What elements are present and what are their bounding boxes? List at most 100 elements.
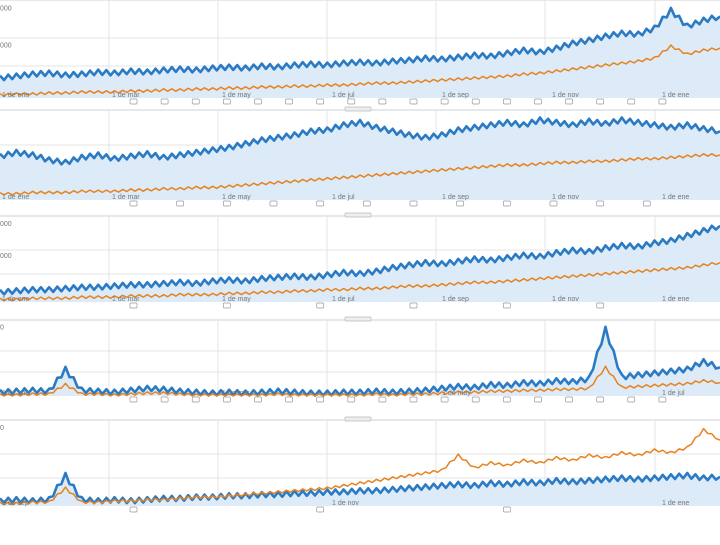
speech-bubble-icon[interactable]: [222, 396, 231, 403]
speech-bubble-icon[interactable]: [222, 302, 231, 309]
speech-bubble-icon[interactable]: [409, 396, 418, 403]
chart-panel-5: 1 de sep 1 de nov 1 de ene 0: [0, 416, 720, 513]
speech-bubble-icon[interactable]: [502, 302, 511, 309]
speech-bubble-icon[interactable]: [222, 98, 231, 105]
speech-bubble-icon[interactable]: [409, 200, 418, 207]
speech-bubble-icon[interactable]: [409, 98, 418, 105]
x-tick-label: 1 de ene: [2, 194, 29, 201]
speech-bubble-icon[interactable]: [316, 302, 325, 309]
scroll-handle-icon[interactable]: [344, 316, 372, 322]
scroll-handle-icon[interactable]: [344, 106, 372, 112]
scroll-handle-icon[interactable]: [344, 212, 372, 218]
speech-bubble-icon[interactable]: [316, 200, 325, 207]
speech-bubble-icon[interactable]: [129, 98, 138, 105]
speech-bubble-icon[interactable]: [549, 200, 558, 207]
x-tick-label: 1 de nov: [552, 92, 579, 99]
y-tick-label: 000: [0, 221, 12, 228]
series-line-2: [0, 153, 720, 196]
speech-bubble-icon[interactable]: [191, 396, 200, 403]
speech-bubble-icon[interactable]: [129, 506, 138, 513]
y-tick-label: 000: [0, 6, 12, 13]
x-tick-label: 1 de nov: [332, 500, 359, 507]
speech-bubble-icon[interactable]: [440, 98, 449, 105]
series-line-2: [0, 261, 720, 302]
speech-bubble-icon[interactable]: [627, 98, 636, 105]
speech-bubble-icon[interactable]: [658, 396, 667, 403]
speech-bubble-icon[interactable]: [160, 396, 169, 403]
speech-bubble-icon[interactable]: [565, 98, 573, 105]
x-tick-label: 1 de may: [222, 194, 251, 201]
x-tick-label: 1 de nov: [552, 194, 579, 201]
speech-bubble-icon[interactable]: [596, 98, 605, 105]
speech-bubble-icon[interactable]: [658, 98, 667, 105]
y-tick-label: 000: [0, 42, 12, 49]
speech-bubble-icon[interactable]: [596, 200, 605, 207]
speech-bubble-icon[interactable]: [222, 200, 231, 207]
chart-panel-2: 1 de ene 1 de mar 1 de may 1 de jul 1 de sep…: [0, 106, 720, 207]
scroll-handle-icon[interactable]: [344, 416, 372, 422]
chart-panel-4: 1 de ene 1 de mar 1 de may 1 de jul 0: [0, 316, 720, 403]
speech-bubble-icon[interactable]: [160, 98, 169, 105]
x-tick-label: 1 de jul: [662, 390, 685, 397]
x-tick-label: 1 de may: [222, 92, 251, 99]
x-tick-label: 1 de sep: [2, 500, 29, 507]
speech-bubble-icon[interactable]: [440, 396, 449, 403]
speech-bubble-icon[interactable]: [596, 396, 605, 403]
chart-panel-1: 1 de ene 1 de mar 1 de may 1 de jul 1 de sep…: [0, 0, 720, 105]
speech-bubble-icon[interactable]: [471, 396, 480, 403]
speech-bubble-icon[interactable]: [502, 506, 511, 513]
x-tick-label: 1 de ene: [662, 500, 689, 507]
speech-bubble-icon[interactable]: [285, 98, 293, 105]
x-tick-label: 1 de mar: [222, 390, 250, 397]
speech-bubble-icon[interactable]: [565, 396, 573, 403]
speech-bubble-icon[interactable]: [627, 396, 636, 403]
speech-bubble-icon[interactable]: [502, 200, 511, 207]
speech-bubble-icon[interactable]: [378, 98, 387, 105]
x-tick-label: 1 de sep: [442, 92, 469, 99]
series-line-2: [0, 427, 720, 506]
speech-bubble-icon[interactable]: [596, 302, 605, 309]
speech-bubble-icon[interactable]: [378, 396, 387, 403]
y-tick-label: 0: [0, 425, 4, 432]
speech-bubble-icon[interactable]: [456, 200, 465, 207]
x-tick-label: 1 de jul: [332, 194, 355, 201]
x-tick-label: 1 de sep: [442, 296, 469, 303]
speech-bubble-icon[interactable]: [254, 396, 262, 403]
speech-bubble-icon[interactable]: [316, 396, 325, 403]
speech-bubble-icon[interactable]: [129, 302, 138, 309]
series-area-fill: [0, 225, 720, 302]
x-tick-label: 1 de may: [442, 390, 471, 397]
speech-bubble-icon[interactable]: [534, 98, 542, 105]
speech-bubble-icon[interactable]: [316, 506, 325, 513]
speech-bubble-icon[interactable]: [534, 396, 542, 403]
speech-bubble-icon[interactable]: [347, 396, 356, 403]
x-tick-label: 1 de ene: [662, 92, 689, 99]
x-tick-label: 1 de ene: [2, 390, 29, 397]
series-area-fill: [0, 326, 720, 396]
x-tick-label: 1 de ene: [2, 92, 29, 99]
speech-bubble-icon[interactable]: [285, 396, 293, 403]
speech-bubble-icon[interactable]: [471, 98, 480, 105]
series-area-fill: [0, 117, 720, 200]
speech-bubble-icon[interactable]: [409, 302, 418, 309]
x-tick-label: 1 de nov: [552, 296, 579, 303]
chart-panel-3: 1 de ene 1 de mar 1 de may 1 de jul 1 de sep…: [0, 212, 720, 309]
speech-bubble-icon[interactable]: [269, 200, 278, 207]
x-tick-label: 1 de jul: [332, 296, 355, 303]
speech-bubble-icon[interactable]: [502, 98, 511, 105]
speech-bubble-icon[interactable]: [191, 98, 200, 105]
speech-bubble-icon[interactable]: [176, 200, 185, 207]
series-line-1: [0, 325, 720, 397]
x-tick-label: 1 de may: [222, 296, 251, 303]
speech-bubble-icon[interactable]: [129, 200, 138, 207]
speech-bubble-icon[interactable]: [362, 200, 371, 207]
speech-bubble-icon[interactable]: [642, 200, 651, 207]
speech-bubble-icon[interactable]: [316, 98, 325, 105]
speech-bubble-icon[interactable]: [254, 98, 262, 105]
series-line-1: [0, 224, 720, 296]
speech-bubble-icon[interactable]: [129, 396, 138, 403]
speech-bubble-icon[interactable]: [502, 396, 511, 403]
speech-bubble-icon[interactable]: [347, 98, 356, 105]
